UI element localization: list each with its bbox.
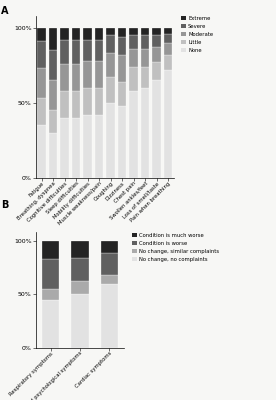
Bar (42, 240, 59, 259)
Bar (118, 82, 126, 106)
Bar (118, 37, 126, 55)
Bar (72, 118, 80, 178)
Bar (95, 115, 104, 178)
Bar (106, 28, 115, 36)
Bar (164, 55, 172, 70)
Bar (49, 110, 57, 133)
Bar (83, 28, 92, 40)
Bar (129, 49, 138, 67)
Bar (60, 40, 69, 64)
Bar (37, 98, 46, 126)
Bar (72, 28, 80, 40)
Bar (152, 48, 161, 62)
Bar (141, 36, 149, 49)
Bar (164, 34, 172, 43)
Bar (106, 103, 115, 178)
Bar (141, 28, 149, 36)
Bar (101, 254, 118, 275)
Bar (101, 240, 118, 254)
Bar (164, 70, 172, 178)
Bar (71, 282, 89, 294)
Bar (106, 54, 115, 78)
Bar (42, 300, 59, 348)
Bar (118, 28, 126, 37)
Bar (71, 258, 89, 282)
Bar (118, 106, 126, 178)
Bar (83, 88, 92, 115)
Bar (101, 275, 118, 284)
Text: A: A (1, 6, 9, 16)
Bar (42, 289, 59, 300)
Bar (118, 55, 126, 82)
Bar (152, 62, 161, 80)
Bar (71, 294, 89, 348)
Bar (60, 91, 69, 118)
Bar (101, 284, 118, 348)
Bar (95, 88, 104, 115)
Bar (37, 68, 46, 98)
Bar (37, 126, 46, 178)
Bar (106, 36, 115, 54)
Legend: Condition is much worse, Condition is worse, No change, similar complaints, No c: Condition is much worse, Condition is wo… (131, 232, 219, 262)
Bar (49, 50, 57, 80)
Bar (60, 64, 69, 91)
Bar (95, 28, 104, 40)
Bar (164, 28, 172, 34)
Bar (49, 133, 57, 178)
Bar (95, 61, 104, 88)
Bar (83, 40, 92, 61)
Bar (60, 28, 69, 40)
Bar (129, 91, 138, 178)
Bar (71, 240, 89, 258)
Bar (152, 36, 161, 48)
Bar (164, 43, 172, 55)
Bar (72, 64, 80, 91)
Bar (129, 28, 138, 36)
Bar (152, 80, 161, 178)
Bar (37, 28, 46, 42)
Bar (49, 80, 57, 110)
Legend: Extreme, Severe, Moderate, Little, None: Extreme, Severe, Moderate, Little, None (181, 15, 214, 53)
Bar (83, 115, 92, 178)
Bar (42, 259, 59, 289)
Bar (141, 49, 149, 67)
Bar (129, 36, 138, 49)
Bar (49, 28, 57, 50)
Bar (95, 40, 104, 61)
Bar (141, 67, 149, 88)
Bar (141, 88, 149, 178)
Bar (72, 91, 80, 118)
Bar (60, 118, 69, 178)
Bar (37, 42, 46, 68)
Text: B: B (1, 200, 9, 210)
Bar (83, 61, 92, 88)
Bar (72, 40, 80, 64)
Bar (106, 78, 115, 103)
Bar (129, 67, 138, 91)
Bar (152, 28, 161, 36)
